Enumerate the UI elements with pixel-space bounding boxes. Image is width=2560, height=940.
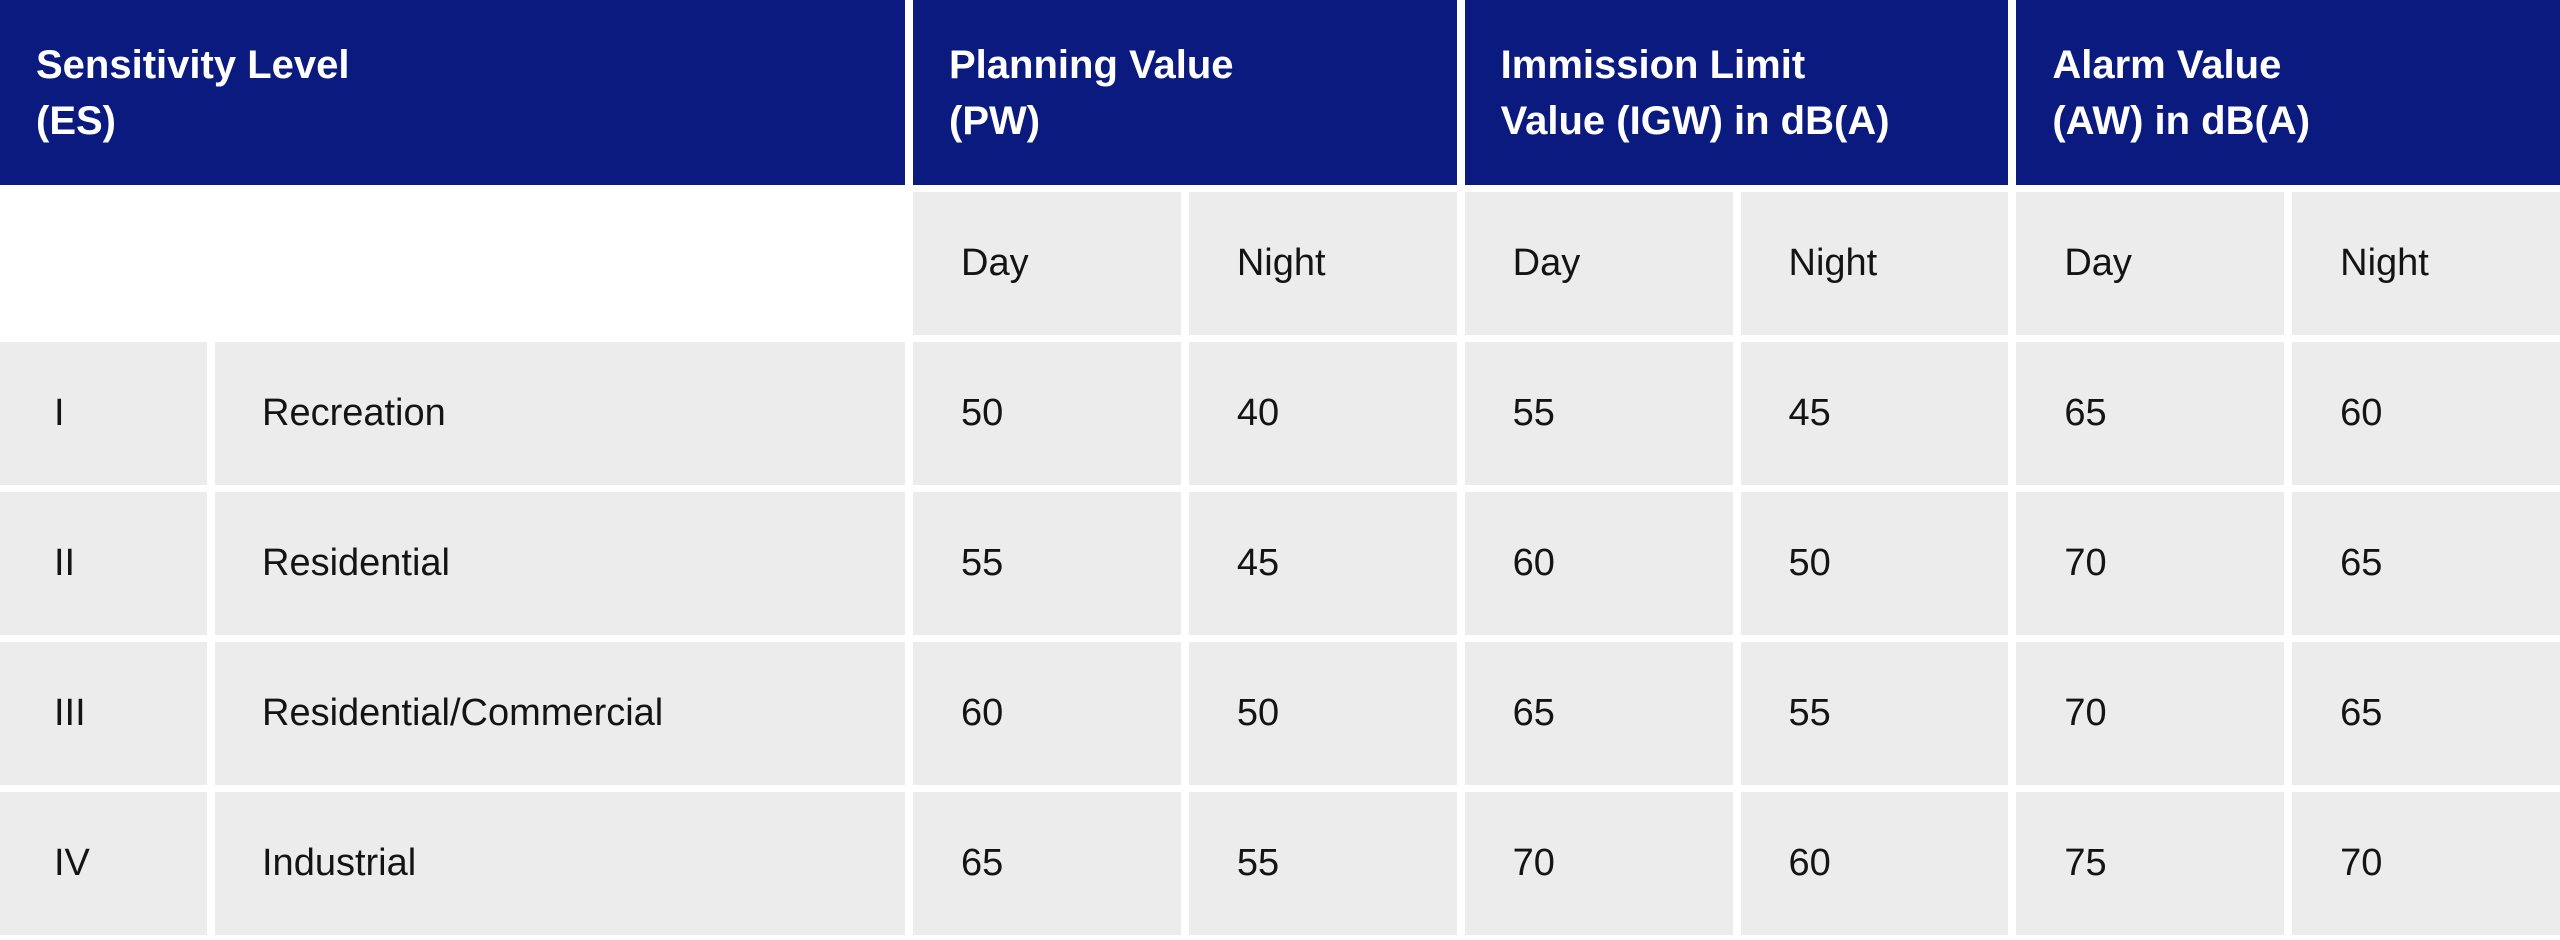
cell-pw-day: 60 xyxy=(913,642,1181,785)
cell-level: II xyxy=(0,492,207,635)
header-line-1: Immission Limit xyxy=(1500,42,1806,87)
cell-igw-day: 70 xyxy=(1464,792,1733,935)
subheader-pw-night: Night xyxy=(1188,192,1457,335)
header-cell-alarm-value: Alarm Value (AW) in dB(A) xyxy=(2016,0,2560,185)
cell-igw-night: 45 xyxy=(1740,342,2009,485)
cell-pw-night: 45 xyxy=(1188,492,1457,635)
header-cell-planning-value: Planning Value (PW) xyxy=(913,0,1457,185)
header-line-2: (PW) xyxy=(949,98,1041,143)
cell-aw-day: 65 xyxy=(2016,342,2285,485)
header-cell-immission-limit: Immission Limit Value (IGW) in dB(A) xyxy=(1464,0,2009,185)
header-line-2: (AW) in dB(A) xyxy=(2052,98,2311,143)
cell-pw-night: 55 xyxy=(1188,792,1457,935)
cell-aw-day: 75 xyxy=(2016,792,2285,935)
header-cell-sensitivity-level: Sensitivity Level (ES) xyxy=(0,0,905,185)
cell-zone: Recreation xyxy=(215,342,905,485)
subheader-spacer xyxy=(0,192,905,335)
cell-igw-night: 50 xyxy=(1740,492,2009,635)
header-line-1: Alarm Value xyxy=(2052,42,2282,87)
subheader-aw-night: Night xyxy=(2292,192,2560,335)
cell-igw-night: 55 xyxy=(1740,642,2009,785)
cell-level: III xyxy=(0,642,207,785)
subheader-igw-night: Night xyxy=(1740,192,2009,335)
cell-igw-day: 55 xyxy=(1464,342,1733,485)
subheader-aw-day: Day xyxy=(2016,192,2285,335)
cell-zone: Residential/Commercial xyxy=(215,642,905,785)
cell-pw-day: 55 xyxy=(913,492,1181,635)
cell-level: IV xyxy=(0,792,207,935)
cell-aw-night: 65 xyxy=(2292,492,2560,635)
cell-igw-day: 65 xyxy=(1464,642,1733,785)
cell-level: I xyxy=(0,342,207,485)
header-line-2: (ES) xyxy=(36,98,116,143)
cell-aw-night: 60 xyxy=(2292,342,2560,485)
header-line-1: Planning Value xyxy=(949,42,1234,87)
cell-pw-day: 50 xyxy=(913,342,1181,485)
subheader-igw-day: Day xyxy=(1464,192,1733,335)
header-line-2: Value (IGW) in dB(A) xyxy=(1500,98,1890,143)
cell-pw-night: 50 xyxy=(1188,642,1457,785)
cell-zone: Industrial xyxy=(215,792,905,935)
cell-aw-day: 70 xyxy=(2016,642,2285,785)
cell-aw-night: 65 xyxy=(2292,642,2560,785)
cell-aw-day: 70 xyxy=(2016,492,2285,635)
cell-zone: Residential xyxy=(215,492,905,635)
cell-aw-night: 70 xyxy=(2292,792,2560,935)
subheader-pw-day: Day xyxy=(913,192,1181,335)
cell-igw-day: 60 xyxy=(1464,492,1733,635)
cell-pw-day: 65 xyxy=(913,792,1181,935)
cell-igw-night: 60 xyxy=(1740,792,2009,935)
cell-pw-night: 40 xyxy=(1188,342,1457,485)
header-line-1: Sensitivity Level xyxy=(36,42,350,87)
